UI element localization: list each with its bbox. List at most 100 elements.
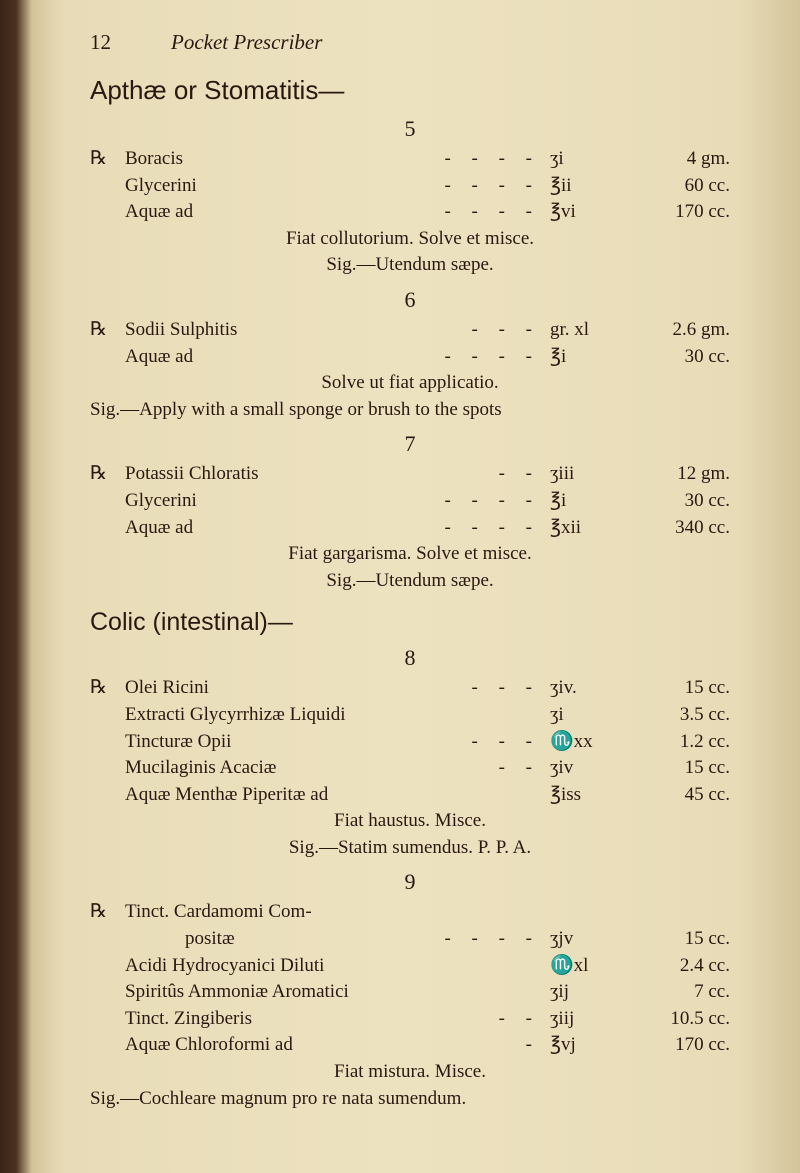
dots: - - - [462, 675, 550, 702]
measure: ʒiij [550, 1006, 630, 1033]
amount: 170 cc. [630, 1032, 730, 1059]
rx-symbol: ℞ [90, 675, 125, 702]
recipe-line: Aquæ ad - - - - ℥i 30 cc. [90, 344, 730, 371]
dots: - - - - [434, 926, 550, 953]
ingredient: Potassii Chloratis [125, 461, 489, 488]
ingredient: Sodii Sulphitis [125, 317, 462, 344]
ingredient: Mucilaginis Acaciæ [125, 755, 489, 782]
dots: - - - - [434, 146, 550, 173]
measure: ʒiv [550, 755, 630, 782]
ingredient: Tinct. Zingiberis [125, 1006, 489, 1033]
page-header: 12 Pocket Prescriber [90, 30, 730, 55]
ingredient: Glycerini [125, 488, 434, 515]
amount: 15 cc. [630, 675, 730, 702]
ingredient: Aquæ ad [125, 344, 434, 371]
recipe-line: Aquæ ad - - - - ℥vi 170 cc. [90, 199, 730, 226]
dots: - - - - [434, 199, 550, 226]
instruction: Sig.—Statim sumendus. P. P. A. [90, 835, 730, 862]
dots: - [516, 1032, 550, 1059]
dots: - - [489, 1006, 550, 1033]
instruction: Fiat mistura. Misce. [90, 1059, 730, 1086]
recipe-line: Tincturæ Opii - - - ♏xx 1.2 cc. [90, 729, 730, 756]
recipe-line: Mucilaginis Acaciæ - - ʒiv 15 cc. [90, 755, 730, 782]
measure: ʒiv. [550, 675, 630, 702]
ingredient: positæ [185, 926, 434, 953]
ingredient: Aquæ ad [125, 199, 434, 226]
ingredient: Boracis [125, 146, 434, 173]
measure: ʒij [550, 979, 630, 1006]
recipe-line: ℞ Olei Ricini - - - ʒiv. 15 cc. [90, 675, 730, 702]
recipe-number: 9 [90, 869, 730, 895]
amount: 30 cc. [630, 344, 730, 371]
recipe-number: 5 [90, 116, 730, 142]
rx-symbol: ℞ [90, 146, 125, 173]
amount: 170 cc. [630, 199, 730, 226]
rx-symbol: ℞ [90, 461, 125, 488]
instruction: Fiat gargarisma. Solve et misce. [90, 541, 730, 568]
sig-line: Sig.—Cochleare magnum pro re nata sumend… [90, 1086, 730, 1113]
measure: ℥i [550, 488, 630, 515]
recipe-line: Tinct. Zingiberis - - ʒiij 10.5 cc. [90, 1006, 730, 1033]
measure: ℥vi [550, 199, 630, 226]
ingredient: Acidi Hydrocyanici Diluti [125, 953, 550, 980]
amount: 12 gm. [630, 461, 730, 488]
measure: ℥vj [550, 1032, 630, 1059]
recipe-line: positæ - - - - ʒjv 15 cc. [90, 926, 730, 953]
dots: - - [489, 755, 550, 782]
ingredient: Glycerini [125, 173, 434, 200]
instruction: Sig.—Utendum sæpe. [90, 568, 730, 595]
ingredient: Aquæ Chloroformi ad [125, 1032, 516, 1059]
dots: - - - [462, 317, 550, 344]
measure: ℥iss [550, 782, 630, 809]
measure: ℥i [550, 344, 630, 371]
recipe-line: Aquæ Chloroformi ad - ℥vj 170 cc. [90, 1032, 730, 1059]
recipe-line: Extracti Glycyrrhizæ Liquidi ʒi 3.5 cc. [90, 702, 730, 729]
section-title-1: Apthæ or Stomatitis— [90, 75, 730, 106]
amount: 2.6 gm. [630, 317, 730, 344]
recipe-line: Aquæ ad - - - - ℥xii 340 cc. [90, 515, 730, 542]
page-number: 12 [90, 30, 111, 55]
amount: 2.4 cc. [630, 953, 730, 980]
dots: - - - - [434, 488, 550, 515]
recipe-line: Spiritûs Ammoniæ Aromatici ʒij 7 cc. [90, 979, 730, 1006]
amount: 7 cc. [630, 979, 730, 1006]
instruction: Sig.—Utendum sæpe. [90, 252, 730, 279]
measure: ℥xii [550, 515, 630, 542]
dots: - - [489, 461, 550, 488]
dots: - - - - [434, 515, 550, 542]
amount: 60 cc. [630, 173, 730, 200]
ingredient: Spiritûs Ammoniæ Aromatici [125, 979, 550, 1006]
ingredient: Olei Ricini [125, 675, 462, 702]
recipe-line: ℞ Sodii Sulphitis - - - gr. xl 2.6 gm. [90, 317, 730, 344]
recipe-number: 6 [90, 287, 730, 313]
amount: 30 cc. [630, 488, 730, 515]
ingredient: Aquæ Menthæ Piperitæ ad [125, 782, 550, 809]
measure: ʒjv [550, 926, 630, 953]
ingredient: Aquæ ad [125, 515, 434, 542]
amount: 4 gm. [630, 146, 730, 173]
recipe-line: Glycerini - - - - ℥i 30 cc. [90, 488, 730, 515]
amount: 45 cc. [630, 782, 730, 809]
recipe-line: Aquæ Menthæ Piperitæ ad ℥iss 45 cc. [90, 782, 730, 809]
ingredient: Tincturæ Opii [125, 729, 462, 756]
instruction: Fiat haustus. Misce. [90, 808, 730, 835]
amount: 15 cc. [630, 926, 730, 953]
rx-symbol: ℞ [90, 317, 125, 344]
recipe-number: 8 [90, 645, 730, 671]
measure: ʒiii [550, 461, 630, 488]
dots: - - - - [434, 173, 550, 200]
recipe-line: ℞ Boracis - - - - ʒi 4 gm. [90, 146, 730, 173]
section-title-2: Colic (intestinal)— [90, 608, 730, 637]
sig-line: Sig.—Apply with a small sponge or brush … [90, 397, 730, 424]
recipe-number: 7 [90, 431, 730, 457]
recipe-line: ℞ Tinct. Cardamomi Com- [90, 899, 730, 926]
amount: 3.5 cc. [630, 702, 730, 729]
recipe-line: Glycerini - - - - ℥ii 60 cc. [90, 173, 730, 200]
running-title: Pocket Prescriber [171, 30, 322, 55]
dots: - - - [462, 729, 550, 756]
rx-symbol: ℞ [90, 899, 125, 926]
recipe-line: ℞ Potassii Chloratis - - ʒiii 12 gm. [90, 461, 730, 488]
measure: ʒi [550, 146, 630, 173]
amount: 15 cc. [630, 755, 730, 782]
recipe-line: Acidi Hydrocyanici Diluti ♏xl 2.4 cc. [90, 953, 730, 980]
